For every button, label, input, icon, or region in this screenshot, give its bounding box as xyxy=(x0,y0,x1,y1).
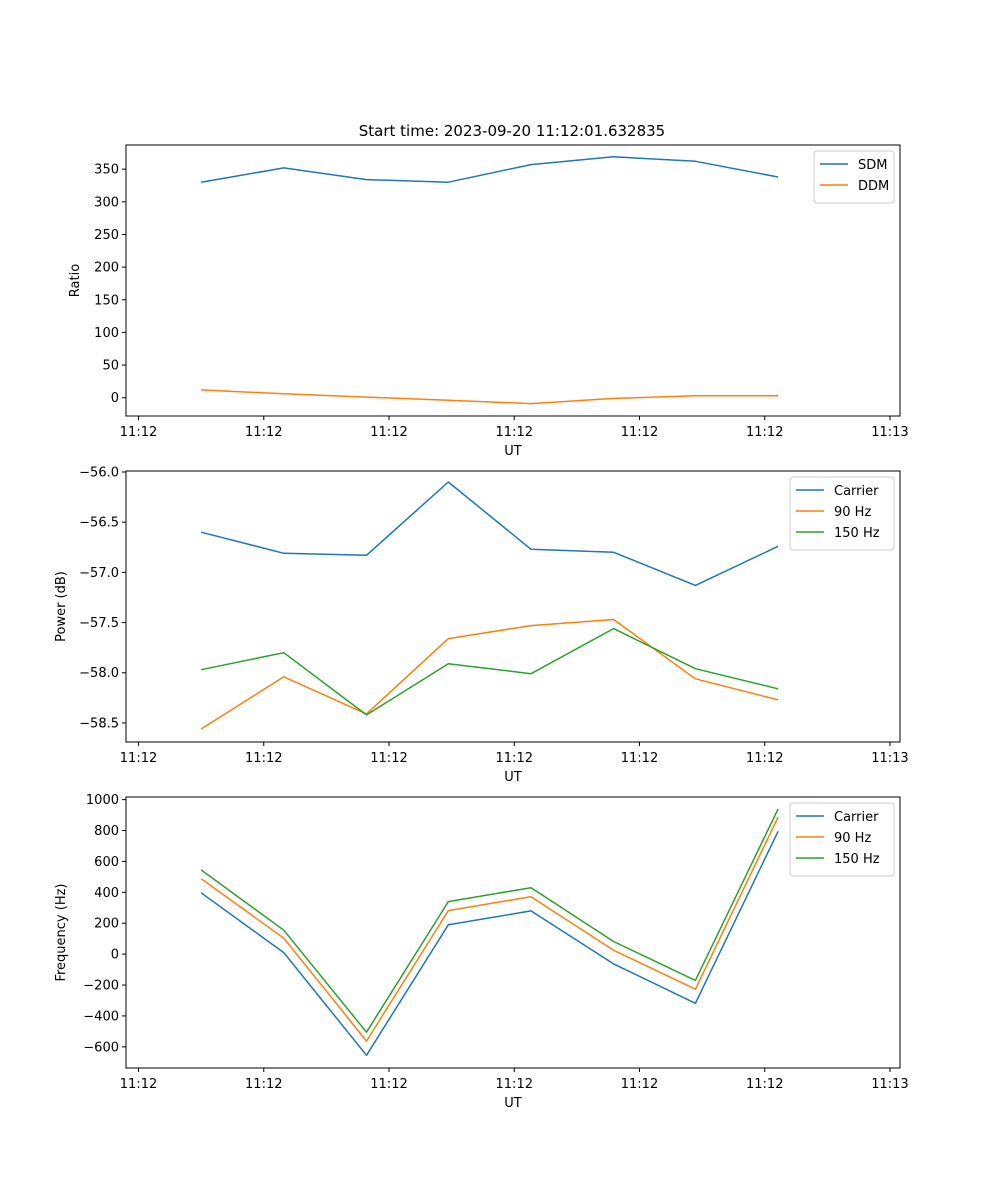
y-tick-label: −58.5 xyxy=(79,716,119,731)
x-tick-label: 11:12 xyxy=(746,1077,783,1092)
x-axis-label: UT xyxy=(504,444,522,459)
y-tick-label: 0 xyxy=(111,391,119,406)
y-tick-label: 200 xyxy=(94,261,119,276)
legend-label: Carrier xyxy=(834,484,879,499)
y-tick-label: −57.0 xyxy=(79,566,119,581)
x-tick-label: 11:13 xyxy=(871,425,908,440)
x-tick-label: 11:13 xyxy=(871,1077,908,1092)
y-tick-label: −56.5 xyxy=(79,516,119,531)
legend: Carrier 90 Hz 150 Hz xyxy=(789,476,895,551)
x-tick-label: 11:12 xyxy=(370,751,407,766)
x-tick-label: 11:12 xyxy=(621,425,658,440)
axes-frame xyxy=(125,144,901,417)
x-tick-label: 11:12 xyxy=(370,1077,407,1092)
x-tick-label: 11:12 xyxy=(746,751,783,766)
legend: SDM DDM xyxy=(813,150,895,204)
subplots: 11:12 11:12 11:12 11:12 11:12 11:12 11:13 0 50 10… xyxy=(54,144,909,1111)
y-tick-label: 0 xyxy=(111,948,119,963)
x-tick-label: 11:12 xyxy=(245,1077,282,1092)
y-tick-label: −600 xyxy=(83,1040,119,1055)
y-axis-label: Ratio xyxy=(68,264,83,297)
legend-label: DDM xyxy=(858,179,889,194)
x-tick-label: 11:12 xyxy=(496,1077,533,1092)
y-tick-label: −400 xyxy=(83,1009,119,1024)
y-tick-label: 300 xyxy=(94,195,119,210)
x-tick-label: 11:12 xyxy=(245,751,282,766)
series-line-carrier xyxy=(200,830,779,1057)
axes-frame xyxy=(125,470,901,743)
y-tick-label: 600 xyxy=(94,855,119,870)
y-tick-label: 200 xyxy=(94,917,119,932)
legend-label: 150 Hz xyxy=(834,526,880,541)
subplot-1: 11:12 11:12 11:12 11:12 11:12 11:12 11:13 0 50 10… xyxy=(68,144,909,459)
x-tick-label: 11:12 xyxy=(496,751,533,766)
series-line-ddm xyxy=(201,389,779,405)
y-tick-label: 400 xyxy=(94,886,119,901)
y-axis-label: Frequency (Hz) xyxy=(54,883,69,981)
series-line-150-hz xyxy=(200,627,779,716)
x-tick-label: 11:13 xyxy=(871,751,908,766)
y-tick-label: 800 xyxy=(94,824,119,839)
x-tick-label: 11:12 xyxy=(370,425,407,440)
series-line-sdm xyxy=(200,156,779,183)
subplot-2: 11:12 11:12 11:12 11:12 11:12 11:12 11:13 −58.5… xyxy=(54,466,909,785)
legend-label: 150 Hz xyxy=(834,852,880,867)
series-line-90-hz xyxy=(200,618,779,730)
y-tick-label: 1000 xyxy=(86,793,119,808)
y-tick-label: −200 xyxy=(83,979,119,994)
series-line-90-hz xyxy=(200,816,779,1042)
series-line-150-hz xyxy=(200,808,779,1033)
y-tick-label: 250 xyxy=(94,228,119,243)
y-tick-label: 150 xyxy=(94,293,119,308)
x-tick-label: 11:12 xyxy=(621,751,658,766)
series-line-carrier xyxy=(200,481,779,587)
x-tick-label: 11:12 xyxy=(120,1077,157,1092)
legend-label: Carrier xyxy=(834,810,879,825)
x-tick-label: 11:12 xyxy=(245,425,282,440)
legend-label: SDM xyxy=(858,158,887,173)
y-tick-label: −57.5 xyxy=(79,616,119,631)
x-tick-label: 11:12 xyxy=(621,1077,658,1092)
x-axis-label: UT xyxy=(504,770,522,785)
legend: Carrier 90 Hz 150 Hz xyxy=(789,802,895,877)
legend-label: 90 Hz xyxy=(834,505,871,520)
y-tick-label: −58.0 xyxy=(79,666,119,681)
y-tick-label: 50 xyxy=(102,359,119,374)
subplot-3: 11:12 11:12 11:12 11:12 11:12 11:12 11:13 −600 −… xyxy=(54,793,909,1111)
x-tick-label: 11:12 xyxy=(496,425,533,440)
x-axis-label: UT xyxy=(504,1096,522,1111)
legend-label: 90 Hz xyxy=(834,831,871,846)
figure-title: Start time: 2023-09-20 11:12:01.632835 xyxy=(359,122,665,140)
y-tick-label: −56.0 xyxy=(79,466,119,481)
y-tick-label: 350 xyxy=(94,163,119,178)
axes-frame xyxy=(125,796,901,1069)
x-tick-label: 11:12 xyxy=(120,425,157,440)
x-tick-label: 11:12 xyxy=(746,425,783,440)
x-tick-label: 11:12 xyxy=(120,751,157,766)
y-tick-label: 100 xyxy=(94,326,119,341)
y-axis-label: Power (dB) xyxy=(54,571,69,642)
